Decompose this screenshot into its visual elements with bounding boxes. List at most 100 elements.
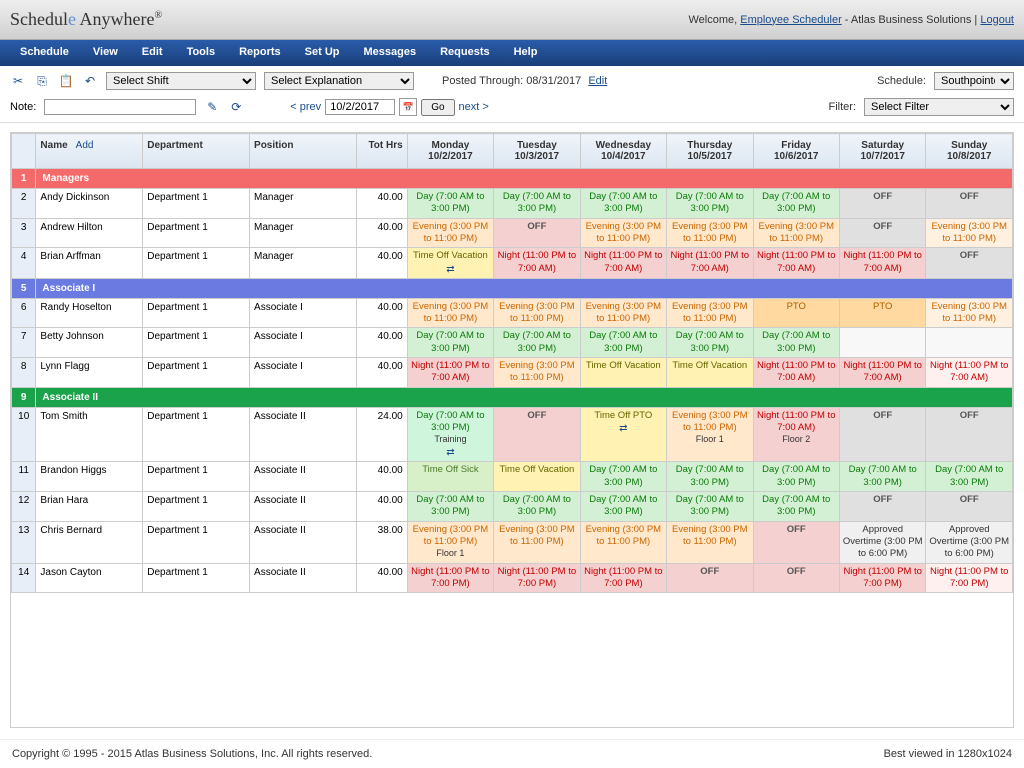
shift-cell[interactable]: Day (7:00 AM to 3:00 PM) — [407, 328, 493, 358]
shift-cell[interactable]: Evening (3:00 PM to 11:00 PM) — [667, 218, 753, 248]
filter-select[interactable]: Select Filter — [864, 98, 1014, 116]
employee-name[interactable]: Betty Johnson — [36, 328, 143, 358]
col-mon[interactable]: Monday10/2/2017 — [407, 134, 493, 169]
shift-cell[interactable]: Time Off Vacation — [667, 358, 753, 388]
shift-cell[interactable]: Day (7:00 AM to 3:00 PM) — [494, 189, 580, 219]
col-sun[interactable]: Sunday10/8/2017 — [926, 134, 1013, 169]
shift-cell[interactable]: Evening (3:00 PM to 11:00 PM) — [580, 218, 666, 248]
shift-cell[interactable]: Approved Overtime (3:00 PM to 6:00 PM) — [926, 521, 1013, 563]
shift-cell[interactable]: Day (7:00 AM to 3:00 PM) — [667, 491, 753, 521]
shift-cell[interactable]: Day (7:00 AM to 3:00 PM) — [667, 189, 753, 219]
employee-name[interactable]: Jason Cayton — [36, 563, 143, 593]
shift-cell[interactable]: Time Off Sick — [407, 462, 493, 492]
date-input[interactable] — [325, 99, 395, 115]
menu-view[interactable]: View — [81, 40, 130, 66]
menu-edit[interactable]: Edit — [130, 40, 175, 66]
col-hrs[interactable]: Tot Hrs — [356, 134, 407, 169]
shift-cell[interactable]: Night (11:00 PM to 7:00 PM) — [494, 563, 580, 593]
shift-cell[interactable]: Time Off Vacation — [494, 462, 580, 492]
menu-reports[interactable]: Reports — [227, 40, 293, 66]
undo-icon[interactable]: ↶ — [82, 73, 98, 89]
employee-name[interactable]: Brian Hara — [36, 491, 143, 521]
shift-cell[interactable]: Night (11:00 PM to 7:00 AM) — [494, 248, 580, 278]
shift-cell[interactable]: Day (7:00 AM to 3:00 PM) — [839, 462, 925, 492]
shift-cell[interactable]: OFF — [839, 407, 925, 461]
employee-name[interactable]: Andrew Hilton — [36, 218, 143, 248]
schedule-table-wrap[interactable]: NameAdd Department Position Tot Hrs Mond… — [10, 132, 1014, 728]
menu-tools[interactable]: Tools — [175, 40, 228, 66]
shift-cell[interactable]: OFF — [753, 563, 839, 593]
shift-cell[interactable]: Night (11:00 PM to 7:00 AM)Floor 2 — [753, 407, 839, 461]
shift-cell[interactable]: Day (7:00 AM to 3:00 PM) — [407, 189, 493, 219]
employee-name[interactable]: Lynn Flagg — [36, 358, 143, 388]
menu-messages[interactable]: Messages — [351, 40, 428, 66]
shift-cell[interactable]: Day (7:00 AM to 3:00 PM) — [753, 328, 839, 358]
shift-cell[interactable]: Day (7:00 AM to 3:00 PM) — [580, 328, 666, 358]
employee-name[interactable]: Randy Hoselton — [36, 298, 143, 328]
shift-cell[interactable]: OFF — [926, 407, 1013, 461]
employee-name[interactable]: Tom Smith — [36, 407, 143, 461]
explanation-select[interactable]: Select Explanation — [264, 72, 414, 90]
shift-cell[interactable]: Time Off Vacation — [580, 358, 666, 388]
schedule-select[interactable]: Southpointe — [934, 72, 1014, 90]
shift-cell[interactable]: Evening (3:00 PM to 11:00 PM) — [494, 521, 580, 563]
shift-cell[interactable]: Night (11:00 PM to 7:00 PM) — [839, 563, 925, 593]
shift-cell[interactable]: Time Off PTO⇄ — [580, 407, 666, 461]
logout-link[interactable]: Logout — [980, 14, 1014, 26]
shift-cell[interactable]: Day (7:00 AM to 3:00 PM) — [667, 462, 753, 492]
shift-cell[interactable]: PTO — [839, 298, 925, 328]
col-wed[interactable]: Wednesday10/4/2017 — [580, 134, 666, 169]
user-link[interactable]: Employee Scheduler — [740, 14, 842, 26]
shift-cell[interactable]: Day (7:00 AM to 3:00 PM) — [407, 491, 493, 521]
shift-cell[interactable]: Day (7:00 AM to 3:00 PM) — [580, 189, 666, 219]
menu-set-up[interactable]: Set Up — [293, 40, 352, 66]
shift-cell[interactable]: Evening (3:00 PM to 11:00 PM) — [580, 521, 666, 563]
shift-cell[interactable]: Day (7:00 AM to 3:00 PM) — [494, 328, 580, 358]
posted-edit-link[interactable]: Edit — [588, 75, 607, 87]
group-row[interactable]: 5Associate I — [12, 278, 1013, 298]
shift-select[interactable]: Select Shift — [106, 72, 256, 90]
shift-cell[interactable]: Night (11:00 PM to 7:00 AM) — [407, 358, 493, 388]
go-button[interactable]: Go — [421, 99, 454, 116]
group-row[interactable]: 1Managers — [12, 169, 1013, 189]
shift-cell[interactable]: OFF — [839, 189, 925, 219]
shift-cell[interactable]: Night (11:00 PM to 7:00 PM) — [580, 563, 666, 593]
shift-cell[interactable]: Evening (3:00 PM to 11:00 PM) — [926, 298, 1013, 328]
shift-cell[interactable]: Night (11:00 PM to 7:00 AM) — [926, 358, 1013, 388]
menu-help[interactable]: Help — [502, 40, 550, 66]
shift-cell[interactable]: Night (11:00 PM to 7:00 AM) — [753, 248, 839, 278]
shift-cell[interactable]: OFF — [926, 248, 1013, 278]
shift-cell[interactable]: Evening (3:00 PM to 11:00 PM) — [667, 298, 753, 328]
menu-schedule[interactable]: Schedule — [8, 40, 81, 66]
paste-icon[interactable]: 📋 — [58, 73, 74, 89]
shift-cell[interactable]: OFF — [926, 491, 1013, 521]
shift-cell[interactable]: Night (11:00 PM to 7:00 PM) — [407, 563, 493, 593]
calendar-icon[interactable]: 📅 — [399, 98, 417, 116]
note-refresh-icon[interactable]: ⟳ — [228, 99, 244, 115]
shift-cell[interactable]: PTO — [753, 298, 839, 328]
group-row[interactable]: 9Associate II — [12, 387, 1013, 407]
shift-cell[interactable]: Time Off Vacation⇄ — [407, 248, 493, 278]
shift-cell[interactable]: Day (7:00 AM to 3:00 PM) — [753, 462, 839, 492]
shift-cell[interactable]: OFF — [667, 563, 753, 593]
shift-cell[interactable]: Evening (3:00 PM to 11:00 PM) — [494, 358, 580, 388]
shift-cell[interactable]: OFF — [839, 491, 925, 521]
shift-cell[interactable]: OFF — [494, 218, 580, 248]
shift-cell[interactable]: Night (11:00 PM to 7:00 AM) — [839, 358, 925, 388]
note-input[interactable] — [44, 99, 196, 115]
shift-cell[interactable]: Day (7:00 AM to 3:00 PM) — [494, 491, 580, 521]
shift-cell[interactable]: Night (11:00 PM to 7:00 AM) — [580, 248, 666, 278]
shift-cell[interactable]: Day (7:00 AM to 3:00 PM) — [753, 189, 839, 219]
add-link[interactable]: Add — [76, 140, 94, 151]
prev-link[interactable]: < prev — [290, 101, 321, 113]
shift-cell[interactable]: Night (11:00 PM to 7:00 AM) — [667, 248, 753, 278]
next-link[interactable]: next > — [459, 101, 489, 113]
col-fri[interactable]: Friday10/6/2017 — [753, 134, 839, 169]
shift-cell[interactable]: Evening (3:00 PM to 11:00 PM) — [667, 521, 753, 563]
shift-cell[interactable]: Evening (3:00 PM to 11:00 PM) — [407, 218, 493, 248]
col-sat[interactable]: Saturday10/7/2017 — [839, 134, 925, 169]
shift-cell[interactable] — [926, 328, 1013, 358]
employee-name[interactable]: Chris Bernard — [36, 521, 143, 563]
cut-icon[interactable]: ✂ — [10, 73, 26, 89]
shift-cell[interactable]: Day (7:00 AM to 3:00 PM) — [753, 491, 839, 521]
